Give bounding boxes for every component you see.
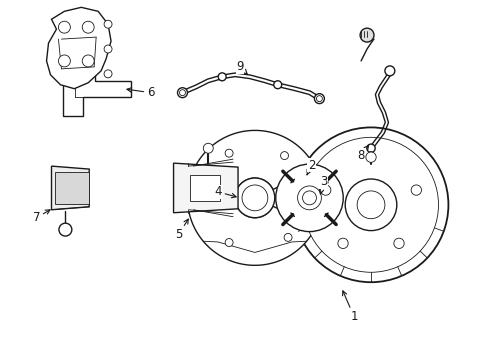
Circle shape xyxy=(224,239,233,247)
Circle shape xyxy=(218,73,225,81)
Circle shape xyxy=(275,164,343,231)
Polygon shape xyxy=(190,175,220,201)
Circle shape xyxy=(337,238,347,248)
Circle shape xyxy=(393,238,404,248)
Polygon shape xyxy=(303,168,335,228)
Text: 9: 9 xyxy=(236,60,246,74)
Text: 4: 4 xyxy=(214,185,236,198)
Circle shape xyxy=(384,66,394,76)
Text: 3: 3 xyxy=(319,175,326,194)
Circle shape xyxy=(82,55,94,67)
Polygon shape xyxy=(187,130,315,265)
Circle shape xyxy=(104,20,112,28)
Circle shape xyxy=(366,144,374,152)
Circle shape xyxy=(82,21,94,33)
Circle shape xyxy=(345,179,396,231)
Polygon shape xyxy=(46,7,111,89)
Circle shape xyxy=(316,96,322,102)
Polygon shape xyxy=(55,172,89,204)
Circle shape xyxy=(242,185,267,211)
Polygon shape xyxy=(51,166,89,210)
Circle shape xyxy=(179,90,185,96)
Circle shape xyxy=(303,137,438,272)
Circle shape xyxy=(203,143,213,153)
Circle shape xyxy=(59,21,70,33)
Circle shape xyxy=(284,233,291,241)
Circle shape xyxy=(59,55,70,67)
Polygon shape xyxy=(173,163,238,213)
Circle shape xyxy=(365,152,375,162)
Circle shape xyxy=(356,191,384,219)
Circle shape xyxy=(104,45,112,53)
Circle shape xyxy=(224,149,233,157)
Circle shape xyxy=(59,223,72,236)
Circle shape xyxy=(104,70,112,78)
Circle shape xyxy=(293,127,447,282)
Circle shape xyxy=(320,185,330,195)
Text: 2: 2 xyxy=(306,159,315,175)
Circle shape xyxy=(314,94,324,104)
Polygon shape xyxy=(63,61,131,117)
Text: 7: 7 xyxy=(33,210,50,224)
Circle shape xyxy=(280,152,288,159)
Circle shape xyxy=(177,88,187,98)
Text: 5: 5 xyxy=(175,219,188,241)
Circle shape xyxy=(410,185,421,195)
Circle shape xyxy=(359,28,373,42)
Circle shape xyxy=(273,81,281,89)
Text: 8: 8 xyxy=(357,145,368,162)
Circle shape xyxy=(235,178,274,218)
Circle shape xyxy=(302,191,316,205)
Circle shape xyxy=(297,186,321,210)
Text: 6: 6 xyxy=(127,86,154,99)
Text: 1: 1 xyxy=(342,291,357,323)
